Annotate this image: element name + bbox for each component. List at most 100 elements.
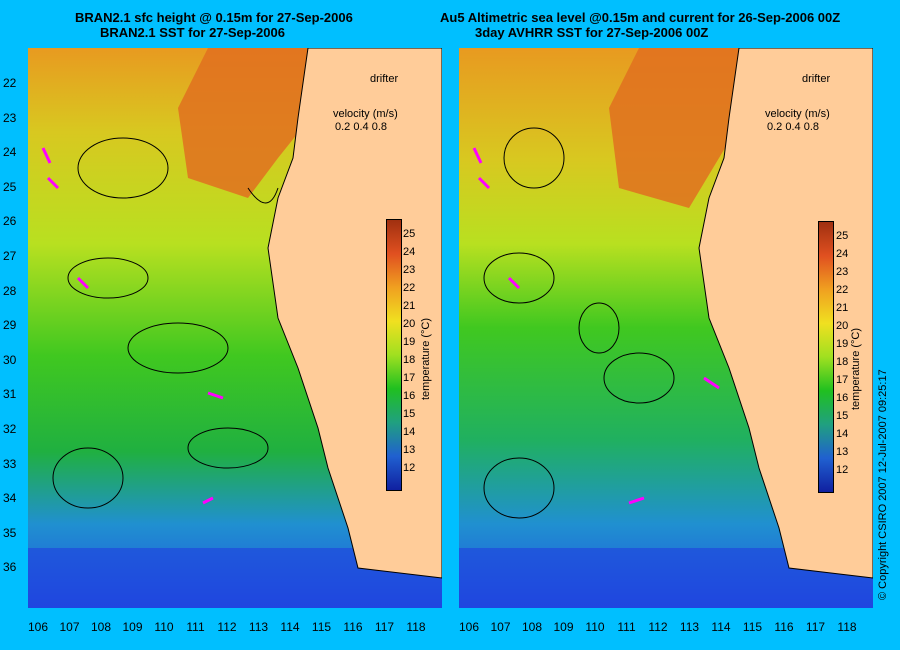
longitude-label: 110 [154, 620, 174, 634]
longitude-label: 116 [774, 620, 794, 634]
longitude-label: 106 [27, 620, 49, 634]
warm-water-north [178, 48, 328, 198]
left-title-line1: BRAN2.1 sfc height @ 0.15m for 27-Sep-20… [75, 10, 353, 25]
warm-water-north [609, 48, 759, 208]
colorbar-tick: 22 [836, 284, 849, 296]
right-title-line2: 3day AVHRR SST for 27-Sep-2006 00Z [475, 25, 709, 40]
longitude-label: 109 [553, 620, 574, 634]
colorbar-tick: 20 [836, 320, 849, 332]
colorbar-left [386, 219, 402, 491]
longitude-label: 118 [406, 620, 426, 634]
colorbar-tick: 14 [836, 428, 849, 440]
latitude-label: 22 [3, 76, 17, 90]
longitude-label: 112 [648, 620, 668, 634]
colorbar-tick: 16 [403, 390, 416, 402]
colorbar-tick: 23 [836, 266, 849, 278]
longitude-label: 117 [805, 620, 826, 634]
colorbar-tick: 19 [403, 336, 416, 348]
latitude-label: 26 [3, 214, 17, 229]
latitude-label: 24 [3, 145, 17, 160]
ssh-contour [52, 447, 124, 509]
ssh-contour [67, 257, 149, 299]
right-title-line1: Au5 Altimetric sea level @0.15m and curr… [440, 10, 841, 25]
colorbar-tick: 19 [836, 338, 849, 350]
colorbar-tick: 13 [403, 444, 416, 456]
velocity-values-left: 0.2 0.4 0.8 [335, 121, 387, 133]
colorbar-tick: 25 [403, 228, 416, 240]
colorbar-tick: 15 [403, 408, 416, 420]
longitude-label: 109 [122, 620, 143, 634]
longitude-label: 118 [837, 620, 857, 634]
ssh-contour [77, 137, 169, 199]
longitude-label: 117 [374, 620, 395, 634]
longitude-label: 114 [711, 620, 731, 634]
longitude-label: 111 [617, 620, 636, 634]
latitude-label: 27 [3, 249, 17, 263]
copyright-notice: © Copyright CSIRO 2007 12-Jul-2007 09:25… [877, 369, 889, 600]
latitude-label: 29 [3, 318, 17, 333]
drifter-tracks [41, 147, 224, 505]
left-map-panel [28, 48, 442, 608]
latitude-label: 30 [3, 352, 17, 367]
colorbar-tick: 22 [403, 282, 416, 294]
colorbar-tick: 23 [403, 264, 416, 276]
colorbar-tick: 24 [403, 246, 416, 258]
longitude-label: 107 [59, 620, 80, 634]
longitude-label: 115 [311, 620, 332, 634]
colorbar-tick: 12 [836, 464, 849, 476]
bathymetry-contour [247, 187, 279, 204]
latitude-label: 31 [3, 387, 17, 402]
colorbar-tick: 20 [403, 318, 416, 330]
longitude-label: 112 [217, 620, 237, 634]
velocity-legend-right: velocity (m/s) [765, 108, 830, 120]
colorbar-tick: 17 [836, 374, 849, 386]
latitude-label: 34 [3, 491, 17, 506]
ssh-contour [483, 252, 555, 304]
velocity-legend-left: velocity (m/s) [333, 108, 398, 120]
longitude-label: 114 [280, 620, 300, 634]
longitude-label: 108 [90, 620, 112, 634]
colorbar-tick: 16 [836, 392, 849, 404]
cold-water-south [459, 548, 873, 608]
colorbar-tick: 13 [836, 446, 849, 458]
drifter-legend-left: drifter [370, 73, 399, 85]
velocity-values-right: 0.2 0.4 0.8 [767, 121, 819, 133]
longitude-label: 115 [742, 620, 763, 634]
colorbar-label-right: temperature (°C) [850, 327, 862, 410]
colorbar-tick: 18 [403, 354, 416, 366]
latitude-label: 33 [3, 456, 17, 471]
colorbar-tick: 24 [836, 248, 849, 260]
colorbar-tick: 25 [836, 230, 849, 242]
ssh-contour [603, 352, 675, 404]
drifter-tracks [472, 147, 720, 505]
longitude-label: 111 [186, 620, 205, 634]
colorbar-tick: 14 [403, 426, 416, 438]
ssh-contour [127, 322, 229, 374]
latitude-label: 35 [3, 525, 17, 540]
colorbar-tick: 12 [403, 462, 416, 474]
latitude-label: 25 [3, 179, 17, 194]
cold-water-south [28, 548, 442, 608]
longitude-label: 113 [248, 620, 269, 634]
latitude-label: 28 [3, 283, 17, 298]
left-map-svg [28, 48, 442, 608]
colorbar-tick: 21 [403, 300, 416, 312]
longitude-label: 116 [343, 620, 363, 634]
colorbar-tick: 21 [836, 302, 849, 314]
longitude-label: 107 [490, 620, 511, 634]
latitude-label: 36 [3, 560, 17, 575]
colorbar-right [818, 221, 834, 493]
ssh-contour [578, 302, 620, 354]
colorbar-tick: 17 [403, 372, 416, 384]
longitude-label: 113 [679, 620, 700, 634]
longitude-label: 106 [458, 620, 480, 634]
ssh-contour [483, 457, 555, 519]
colorbar-tick: 15 [836, 410, 849, 422]
left-title-line2: BRAN2.1 SST for 27-Sep-2006 [100, 25, 285, 40]
colorbar-label-left: temperature (°C) [420, 317, 432, 400]
ssh-contour [503, 127, 565, 189]
latitude-label: 32 [3, 422, 17, 436]
drifter-legend-right: drifter [802, 73, 831, 85]
ssh-contour [187, 427, 269, 469]
latitude-label: 23 [3, 110, 17, 125]
